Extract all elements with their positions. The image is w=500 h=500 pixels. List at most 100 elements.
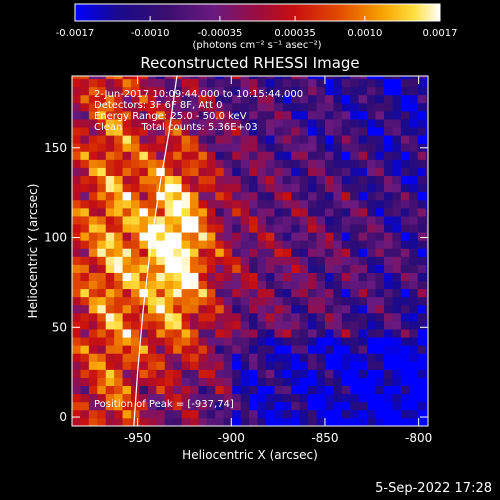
heatmap-cell [367,232,376,241]
heatmap-cell [114,272,123,282]
heatmap-cell [139,151,149,160]
heatmap-cell [392,312,402,322]
heatmap-cell [417,183,427,193]
heatmap-cell [139,143,149,152]
heatmap-cell [181,248,191,257]
heatmap-cell [333,199,343,209]
heatmap-cell [350,337,360,346]
heatmap-cell [299,369,309,378]
heatmap-cell [206,296,216,306]
heatmap-cell [249,183,258,193]
heatmap-cell [324,345,334,354]
heatmap-cell [147,224,157,233]
heatmap-cell [392,321,402,330]
heatmap-cell [232,191,242,201]
heatmap-cell [198,264,208,273]
heatmap-cell [72,102,81,112]
heatmap-cell [282,216,292,225]
heatmap-cell [308,94,317,104]
heatmap-cell [308,102,317,112]
heatmap-cell [383,288,393,298]
heatmap-cell [358,94,368,104]
heatmap-cell [358,159,368,168]
heatmap-cell [392,143,402,152]
heatmap-cell [181,102,191,112]
heatmap-cell [198,232,208,241]
heatmap-cell [367,280,376,290]
heatmap-cell [215,280,225,290]
heatmap-cell [417,159,427,168]
heatmap-cell [156,401,166,411]
heatmap-cell [274,135,284,144]
heatmap-cell [257,143,267,152]
heatmap-cell [215,151,225,160]
heatmap-cell [114,127,123,136]
heatmap-cell [173,288,183,298]
heatmap-cell [122,321,132,330]
heatmap-cell [72,409,81,419]
heatmap-cell [282,111,292,120]
heatmap-cell [206,240,216,249]
annotation-detectors: Detectors: 3F 6F 8F, Att 0 [94,100,222,111]
heatmap-cell [316,248,326,257]
heatmap-cell [383,417,393,426]
heatmap-cell [274,119,284,128]
heatmap-cell [291,232,301,241]
heatmap-cell [215,417,225,426]
heatmap-cell [308,337,317,346]
heatmap-cell [409,353,419,362]
heatmap-cell [265,175,275,185]
heatmap-cell [308,393,317,403]
heatmap-cell [358,369,368,378]
heatmap-cell [282,417,292,426]
heatmap-cell [232,329,242,338]
heatmap-cell [375,199,385,209]
heatmap-cell [358,86,368,96]
heatmap-cell [358,248,368,257]
heatmap-cell [400,143,410,152]
heatmap-cell [308,417,317,426]
heatmap-cell [198,296,208,306]
heatmap-cell [223,102,233,112]
heatmap-cell [316,417,326,426]
heatmap-cell [105,127,115,136]
heatmap-cell [265,337,275,346]
heatmap-cell [367,111,376,120]
heatmap-cell [139,232,149,241]
heatmap-cell [299,175,309,185]
heatmap-cell [308,224,317,233]
heatmap-cell [215,361,225,370]
heatmap-cell [341,321,351,330]
heatmap-cell [122,280,132,290]
heatmap-cell [206,183,216,193]
heatmap-cell [80,361,90,370]
heatmap-cell [367,143,376,152]
heatmap-cell [139,167,149,177]
heatmap-cell [147,207,157,217]
heatmap-cell [400,76,410,80]
colorbar-units: (photons cm⁻² s⁻¹ asec⁻²) [192,40,321,51]
heatmap-cell [139,248,149,257]
heatmap-cell [72,321,81,330]
heatmap-cell [147,377,157,387]
heatmap-cell [240,353,250,362]
heatmap-cell [367,78,376,88]
heatmap-cell [131,135,140,144]
heatmap-cell [122,353,132,362]
heatmap-cell [80,102,90,112]
heatmap-cell [367,119,376,128]
plot-timestamp: 5-Sep-2022 17:28 [375,481,492,496]
heatmap-cell [72,393,81,403]
heatmap-cell [215,143,225,152]
heatmap-cell [223,199,233,209]
heatmap-cell [80,111,90,120]
heatmap-cell [249,345,258,354]
heatmap-cell [232,111,242,120]
heatmap-cell [80,369,90,378]
heatmap-cell [147,248,157,257]
heatmap-cell [156,207,166,217]
heatmap-cell [350,296,360,306]
heatmap-cell [114,175,123,185]
heatmap-cell [341,304,351,314]
heatmap-cell [88,312,98,322]
